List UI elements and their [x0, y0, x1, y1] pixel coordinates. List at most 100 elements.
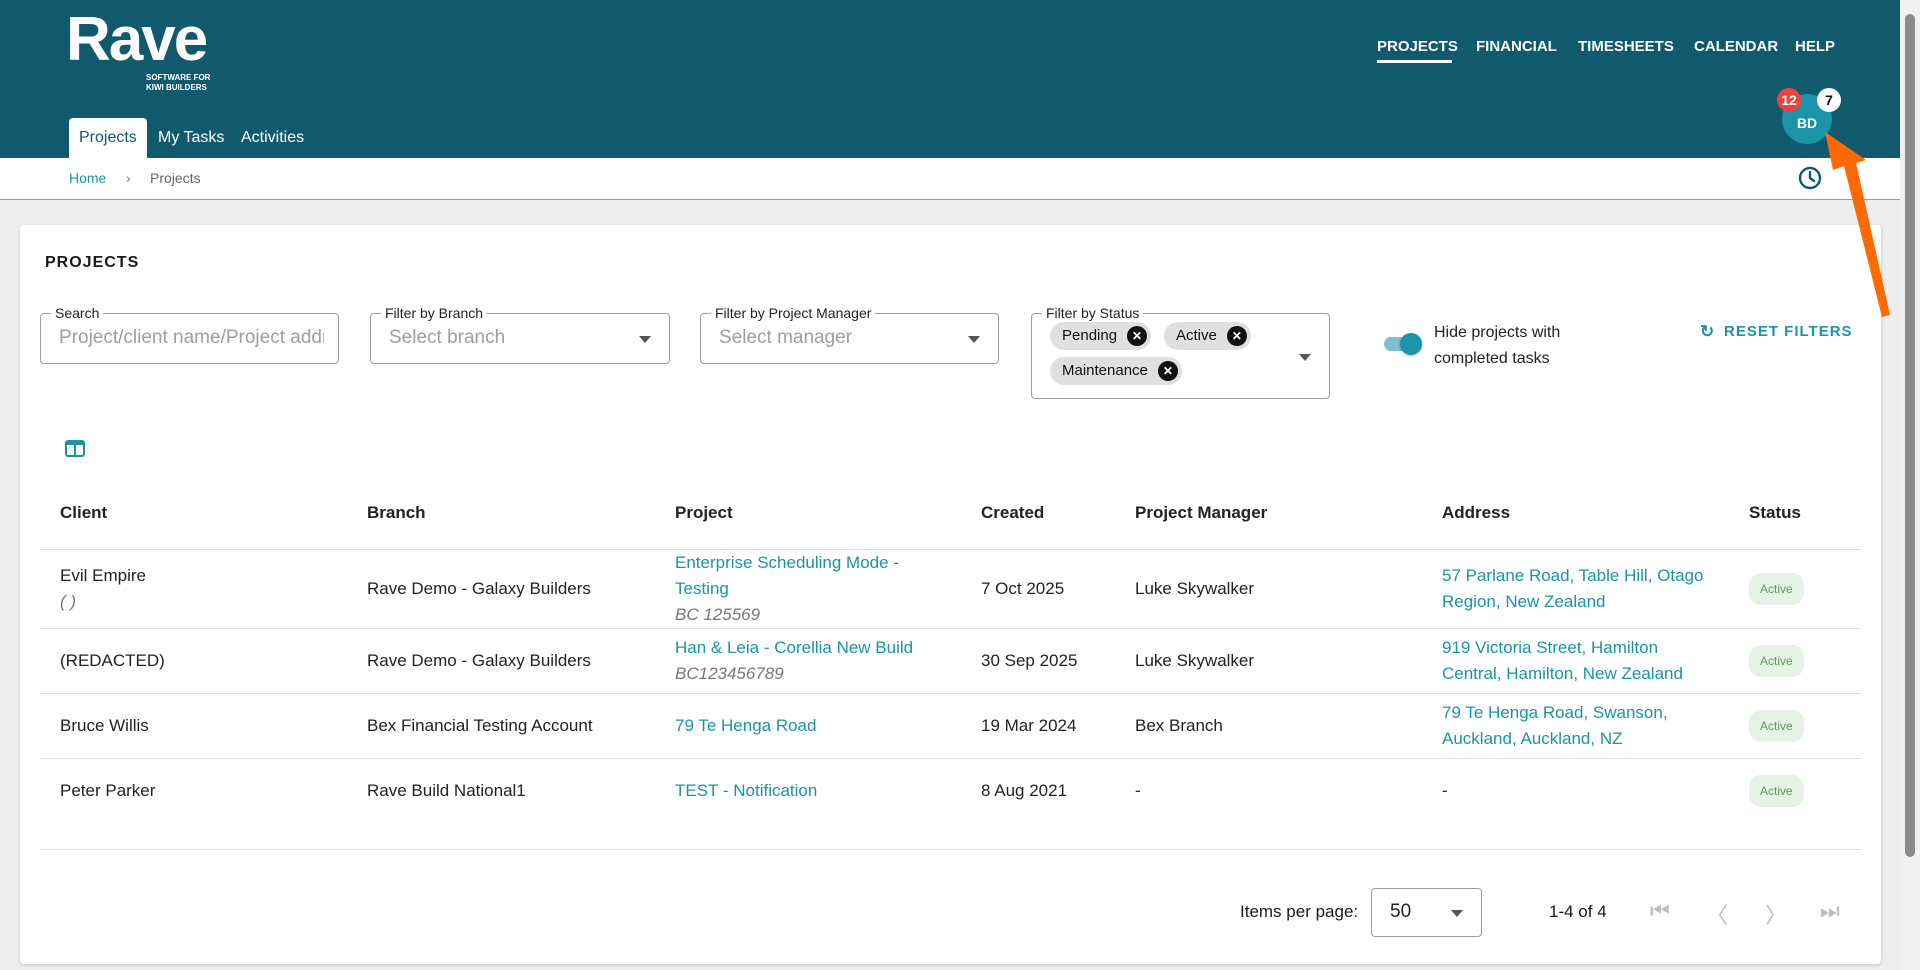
app-header — [0, 0, 1900, 158]
cell-status: Active — [1749, 693, 1804, 758]
cell-address: 57 Parlane Road, Table Hill, Otago Regio… — [1442, 549, 1707, 628]
status-select[interactable]: Filter by Status Pending ✕ Active ✕ Mainte… — [1031, 305, 1330, 399]
tab-my-tasks[interactable]: My Tasks — [158, 129, 225, 146]
chip-pending: Pending ✕ — [1050, 322, 1152, 350]
project-link[interactable]: 79 Te Henga Road — [675, 715, 817, 735]
column-header-branch[interactable]: Branch — [367, 503, 426, 522]
address-link[interactable]: 79 Te Henga Road, Swanson, Auckland, Auc… — [1442, 702, 1668, 748]
project-link[interactable]: TEST - Notification — [675, 780, 818, 800]
cell-project: Enterprise Scheduling Mode - Testing BC 1… — [675, 549, 915, 628]
created-date: 19 Mar 2024 — [981, 715, 1077, 735]
nav-help[interactable]: HELP — [1795, 38, 1836, 55]
search-label: Search — [51, 305, 104, 321]
previous-page-icon[interactable]: 〈 — [1706, 903, 1729, 928]
column-header-client[interactable]: Client — [60, 503, 108, 522]
client-sub: ( ) — [60, 591, 77, 611]
branch-name: Rave Demo - Galaxy Builders — [367, 578, 591, 598]
status-badge: Active — [1749, 572, 1804, 605]
cell-project: Han & Leia - Corellia New Build BC1234567… — [675, 628, 915, 693]
cell-project: 79 Te Henga Road — [675, 693, 915, 758]
chip-label: Active — [1176, 327, 1217, 344]
branch-select[interactable]: Filter by Branch Select branch — [370, 305, 670, 364]
toggle-label: Hide projects with completed tasks — [1434, 324, 1561, 367]
cell-client: (REDACTED) — [60, 628, 165, 693]
tab-activities[interactable]: Activities — [241, 129, 305, 146]
last-page-icon[interactable]: ⏭ — [1820, 898, 1840, 923]
manager-name: Bex Branch — [1135, 715, 1223, 735]
remove-chip-icon[interactable]: ✕ — [1157, 361, 1178, 381]
tab-projects[interactable]: Projects — [69, 118, 147, 158]
refresh-icon: ↻ — [1700, 322, 1715, 341]
project-link[interactable]: Enterprise Scheduling Mode - Testing — [675, 552, 899, 598]
chevron-down-icon — [1299, 354, 1311, 361]
cell-branch: Rave Demo - Galaxy Builders — [367, 549, 591, 628]
column-header-manager[interactable]: Project Manager — [1135, 503, 1268, 522]
cell-branch: Rave Demo - Galaxy Builders — [367, 628, 591, 693]
project-link[interactable]: Han & Leia - Corellia New Build — [675, 637, 914, 657]
cell-address: 919 Victoria Street, Hamilton Central, H… — [1442, 628, 1707, 693]
cell-client: Evil Empire ( ) — [60, 549, 146, 628]
items-per-page-select[interactable]: 50 — [1371, 888, 1482, 937]
remove-chip-icon[interactable]: ✕ — [1226, 326, 1247, 346]
divider — [40, 849, 1861, 850]
next-page-icon[interactable]: 〉 — [1765, 903, 1788, 928]
cell-address: - — [1442, 758, 1707, 823]
message-badge[interactable]: 7 — [1817, 88, 1841, 112]
search-placeholder: Project/client name/Project address — [59, 327, 324, 348]
user-initials[interactable]: BD — [1796, 115, 1818, 131]
breadcrumb-home[interactable]: Home — [69, 170, 107, 186]
page-title: PROJECTS — [45, 254, 140, 271]
items-per-page-value: 50 — [1390, 901, 1412, 922]
nav-calendar[interactable]: CALENDAR — [1694, 38, 1779, 55]
nav-timesheets[interactable]: TIMESHEETS — [1578, 38, 1674, 55]
chevron-down-icon — [968, 336, 980, 343]
logo[interactable]: Rave — [66, 5, 208, 74]
chip-active: Active ✕ — [1164, 322, 1251, 350]
page-range: 1-4 of 4 — [1549, 902, 1607, 921]
remove-chip-icon[interactable]: ✕ — [1127, 326, 1148, 346]
manager-name: - — [1135, 780, 1141, 800]
manager-name: Luke Skywalker — [1135, 578, 1255, 598]
branch-name: Bex Financial Testing Account — [367, 715, 593, 735]
column-header-status[interactable]: Status — [1749, 503, 1801, 522]
chevron-down-icon — [1451, 910, 1463, 917]
nav-financial[interactable]: FINANCIAL — [1476, 38, 1557, 55]
cell-manager: Bex Branch — [1135, 693, 1223, 758]
cell-address: 79 Te Henga Road, Swanson, Auckland, Auc… — [1442, 693, 1707, 758]
status-label: Filter by Status — [1042, 305, 1144, 321]
manager-select[interactable]: Filter by Project Manager Select manager — [700, 305, 999, 364]
status-badge: Active — [1749, 709, 1804, 742]
reset-filters-button[interactable]: RESET FILTERS — [1724, 323, 1853, 340]
nav-projects[interactable]: PROJECTS — [1377, 38, 1458, 55]
scrollbar-thumb[interactable] — [1905, 14, 1915, 857]
address-link[interactable]: 919 Victoria Street, Hamilton Central, H… — [1442, 637, 1683, 683]
manager-label: Filter by Project Manager — [711, 305, 876, 321]
cell-created: 19 Mar 2024 — [981, 693, 1076, 758]
breadcrumb-separator: › — [126, 170, 131, 186]
first-page-icon[interactable]: ⏮ — [1650, 898, 1670, 923]
manager-placeholder: Select manager — [719, 327, 853, 348]
cell-status: Active — [1749, 758, 1804, 823]
status-badge: Active — [1749, 644, 1804, 677]
row-divider — [40, 758, 1861, 759]
branch-placeholder: Select branch — [389, 327, 506, 348]
column-header-address[interactable]: Address — [1442, 503, 1511, 522]
client-name: Evil Empire — [60, 565, 146, 585]
items-per-page-label: Items per page: — [1240, 902, 1359, 921]
clock-icon[interactable] — [1798, 166, 1822, 190]
cell-branch: Bex Financial Testing Account — [367, 693, 593, 758]
address-link[interactable]: 57 Parlane Road, Table Hill, Otago Regio… — [1442, 565, 1704, 611]
column-layout-icon[interactable] — [65, 440, 85, 457]
branch-name: Rave Demo - Galaxy Builders — [367, 650, 591, 670]
chip-maintenance: Maintenance ✕ — [1050, 357, 1182, 385]
divider — [40, 549, 1861, 550]
toggle-knob[interactable] — [1400, 333, 1422, 355]
column-header-created[interactable]: Created — [981, 503, 1045, 522]
notification-badge[interactable]: 12 — [1777, 88, 1801, 112]
column-header-project[interactable]: Project — [675, 503, 733, 522]
cell-manager: - — [1135, 758, 1141, 823]
search-input[interactable]: Search Project/client name/Project addre… — [40, 305, 339, 364]
cell-client: Peter Parker — [60, 758, 155, 823]
branch-label: Filter by Branch — [381, 305, 488, 321]
client-name: Bruce Willis — [60, 715, 149, 735]
